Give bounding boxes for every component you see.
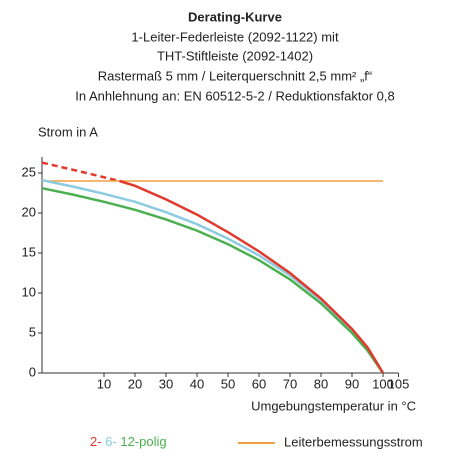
chart-subtitle: THT-Stiftleiste (2092-1402) [157, 48, 313, 63]
y-axis-label: Strom in A [38, 124, 98, 139]
series-line [119, 179, 385, 374]
chart-subtitle: In Anhlehnung an: EN 60512-5-2 / Redukti… [75, 88, 394, 103]
x-tick-label: 80 [314, 376, 328, 391]
y-tick-label: 10 [22, 284, 36, 299]
series-line [41, 178, 385, 374]
x-tick-label: 60 [252, 376, 266, 391]
x-tick-label: 30 [159, 376, 173, 391]
legend-entry: 12-polig [120, 434, 166, 449]
y-tick-label: 20 [22, 204, 36, 219]
legend-entry: 6- [105, 434, 117, 449]
legend-entry: Leiterbemessungsstrom [284, 434, 423, 449]
x-tick-label: 20 [128, 376, 142, 391]
legend-polig: 2- 6- 12-polig [90, 434, 167, 449]
x-tick-label: 50 [221, 376, 235, 391]
x-tick-label: 40 [190, 376, 204, 391]
legend-entry: 2- [90, 434, 102, 449]
chart-subtitle: Rastermaß 5 mm / Leiterquerschnitt 2,5 m… [98, 68, 373, 83]
y-tick-label: 5 [29, 324, 36, 339]
x-tick-label: 70 [283, 376, 297, 391]
x-axis-label: Umgebungstemperatur in °C [251, 398, 416, 413]
extrapolated-line [41, 161, 120, 183]
series-line [41, 186, 385, 374]
y-tick-label: 25 [22, 164, 36, 179]
chart-title: Derating-Kurve [188, 9, 282, 24]
chart-subtitle: 1-Leiter-Federleiste (2092-1122) mit [131, 29, 339, 44]
x-tick-label: 105 [388, 376, 410, 391]
y-tick-label: 0 [29, 364, 36, 379]
x-tick-label: 10 [97, 376, 111, 391]
x-tick-label: 100 [372, 376, 394, 391]
y-tick-label: 15 [22, 244, 36, 259]
x-tick-label: 90 [345, 376, 359, 391]
